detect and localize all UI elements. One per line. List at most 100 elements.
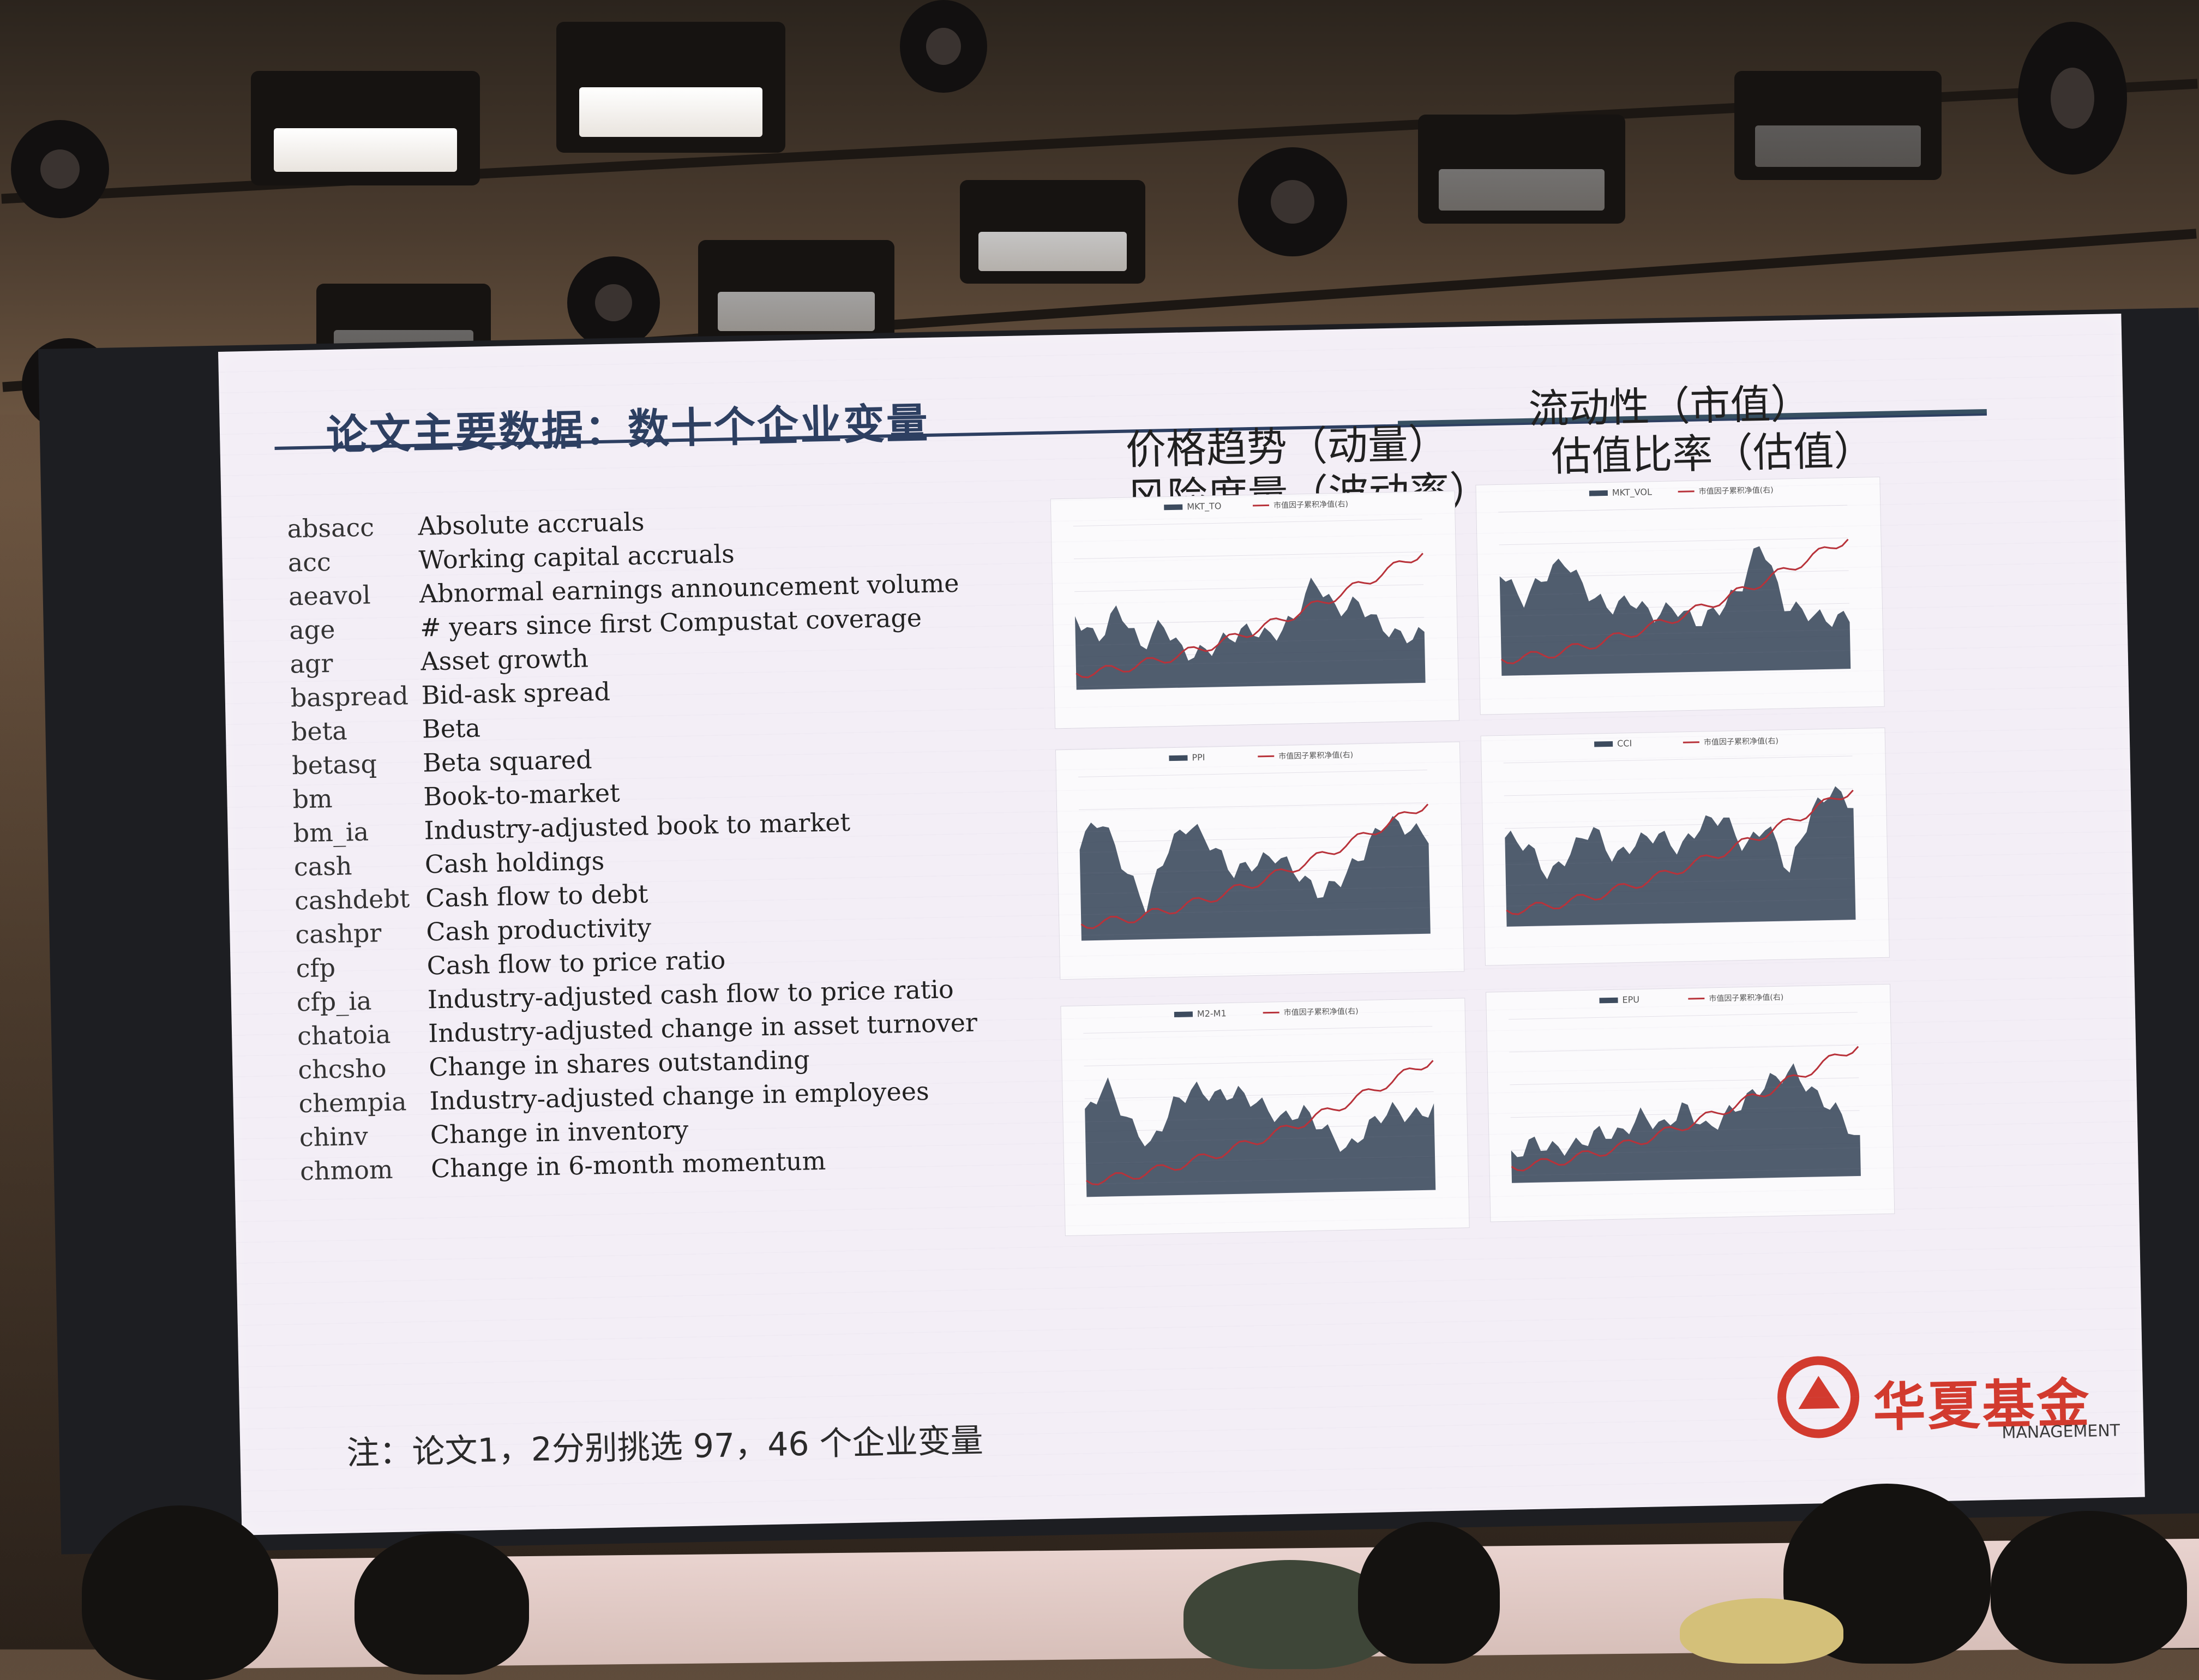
series-area	[1505, 786, 1856, 927]
mini-chart: M2-M1 市值因子累积净值(右)	[1060, 998, 1470, 1237]
gridline	[1498, 505, 1848, 513]
legend-swatch	[1599, 997, 1618, 1004]
legend-swatch	[1169, 755, 1188, 761]
gridline	[1084, 1091, 1434, 1099]
legend-label: 市值因子累积净值(右)	[1704, 736, 1779, 747]
variable-abbr: chempia	[298, 1087, 407, 1119]
moving-head-light	[11, 120, 109, 218]
category-valuation: 估值比率（估值）	[1551, 427, 1875, 481]
mini-chart-plot: MKT_TO 市值因子累积净值(右)	[1073, 499, 1426, 691]
footnote: 注：论文1，2分别挑选 97，46 个企业变量	[346, 1421, 984, 1473]
stage-light	[1734, 71, 1942, 180]
variable-description: Cash productivity	[425, 913, 652, 947]
mini-chart-plot: MKT_VOL 市值因子累积净值(右)	[1498, 485, 1851, 676]
gridline	[1510, 1077, 1859, 1085]
series-line	[1080, 803, 1429, 929]
legend-label: 市值因子累积净值(右)	[1699, 485, 1774, 496]
variable-abbr: cfp_ia	[296, 986, 372, 1017]
mini-chart: CCI 市值因子累积净值(右)	[1480, 727, 1890, 966]
legend-label: 市值因子累积净值(右)	[1278, 750, 1353, 761]
legend-line	[1263, 1011, 1279, 1014]
gridline	[1504, 788, 1853, 796]
gridline	[1083, 1026, 1433, 1034]
variable-abbr: betasq	[291, 749, 377, 781]
gridline	[1509, 1012, 1858, 1020]
legend-label: CCI	[1617, 738, 1632, 749]
variable-description: Change in inventory	[430, 1114, 689, 1150]
variable-abbr: bm_ia	[293, 817, 369, 848]
variable-abbr: age	[289, 614, 335, 645]
stage-light	[960, 180, 1145, 284]
variable-abbr: chcsho	[297, 1053, 387, 1085]
variable-description: Absolute accruals	[417, 507, 645, 541]
variable-abbr: agr	[289, 648, 333, 679]
variable-abbr: chatoia	[297, 1019, 391, 1051]
moving-head-light	[567, 256, 660, 349]
series-line	[1506, 789, 1854, 915]
variable-abbr: cash	[293, 851, 352, 882]
legend-label: EPU	[1622, 994, 1639, 1005]
mini-chart-plot: PPI 市值因子累积净值(右)	[1078, 750, 1431, 941]
legend-swatch	[1589, 490, 1608, 496]
company-logo: 华夏基金 MANAGEMENT	[1776, 1351, 2120, 1450]
legend-swatch	[1594, 741, 1613, 747]
series-area	[1075, 577, 1426, 690]
gridline	[1074, 584, 1424, 592]
mini-chart: MKT_VOL 市值因子累积净值(右)	[1475, 476, 1885, 715]
gridline	[1509, 1045, 1859, 1053]
stage-light	[1418, 115, 1625, 224]
legend-line	[1678, 490, 1695, 493]
slide-title: 论文主要数据：数十个企业变量	[326, 398, 930, 460]
gridline	[1499, 537, 1848, 545]
legend-label: M2-M1	[1197, 1008, 1227, 1019]
mini-chart-plot: CCI 市值因子累积净值(右)	[1503, 736, 1856, 927]
variable-description: Beta squared	[422, 745, 593, 778]
mini-chart: MKT_TO 市值因子累积净值(右)	[1050, 490, 1460, 729]
variable-table: absacc Absolute accruals acc Working capita…	[287, 497, 1151, 1190]
variable-abbr: bm	[292, 783, 333, 814]
variable-description: Bid-ask spread	[421, 676, 611, 710]
series-line	[1076, 553, 1423, 679]
legend-line	[1683, 741, 1699, 743]
variable-description: Working capital accruals	[418, 539, 735, 575]
gridline	[1073, 519, 1422, 527]
stage-light	[698, 240, 894, 344]
legend-label: 市值因子累积净值(右)	[1709, 993, 1783, 1004]
logo-triangle-icon	[1798, 1375, 1840, 1409]
mini-chart-plot: EPU 市值因子累积净值(右)	[1509, 993, 1861, 1184]
audience-head	[1680, 1598, 1843, 1664]
gridline	[1084, 1059, 1433, 1066]
variable-abbr: cashpr	[295, 918, 382, 950]
gridline	[1079, 835, 1429, 843]
variable-abbr: baspread	[290, 681, 409, 713]
series-area	[1079, 815, 1431, 941]
gridline	[1505, 821, 1854, 829]
stage-light	[251, 71, 480, 185]
series-area	[1085, 1077, 1436, 1197]
variable-abbr: beta	[291, 716, 348, 747]
variable-abbr: cfp	[296, 952, 336, 983]
series-area	[1499, 546, 1851, 676]
series-area	[1511, 1063, 1861, 1183]
series-line	[1501, 538, 1849, 664]
variable-description: Beta	[422, 713, 481, 744]
legend-label: MKT_TO	[1187, 501, 1222, 512]
legend-label: 市值因子累积净值(右)	[1273, 499, 1348, 510]
variable-description: Cash flow to price ratio	[426, 945, 726, 981]
legend-label: PPI	[1192, 752, 1205, 763]
variable-abbr: aeavol	[288, 580, 371, 611]
legend-line	[1253, 504, 1270, 507]
variable-description: Asset growth	[420, 643, 589, 676]
mini-chart: PPI 市值因子累积净值(右)	[1055, 741, 1465, 980]
legend-swatch	[1174, 1011, 1193, 1018]
logo-subtitle: MANAGEMENT	[2002, 1421, 2120, 1443]
variable-description: Book-to-market	[423, 778, 621, 812]
variable-description: Cash holdings	[424, 845, 605, 879]
legend-label: 市值因子累积净值(右)	[1284, 1006, 1359, 1017]
stage-light	[556, 22, 785, 153]
series-line	[1086, 1060, 1434, 1186]
gridline	[1503, 755, 1853, 764]
moving-head-light	[1238, 147, 1347, 256]
category-labels: 价格趋势（动量） 风险度量（波动率） 流动性（市值） 估值比率（估值）	[1125, 376, 1975, 521]
audience-head	[355, 1533, 529, 1675]
